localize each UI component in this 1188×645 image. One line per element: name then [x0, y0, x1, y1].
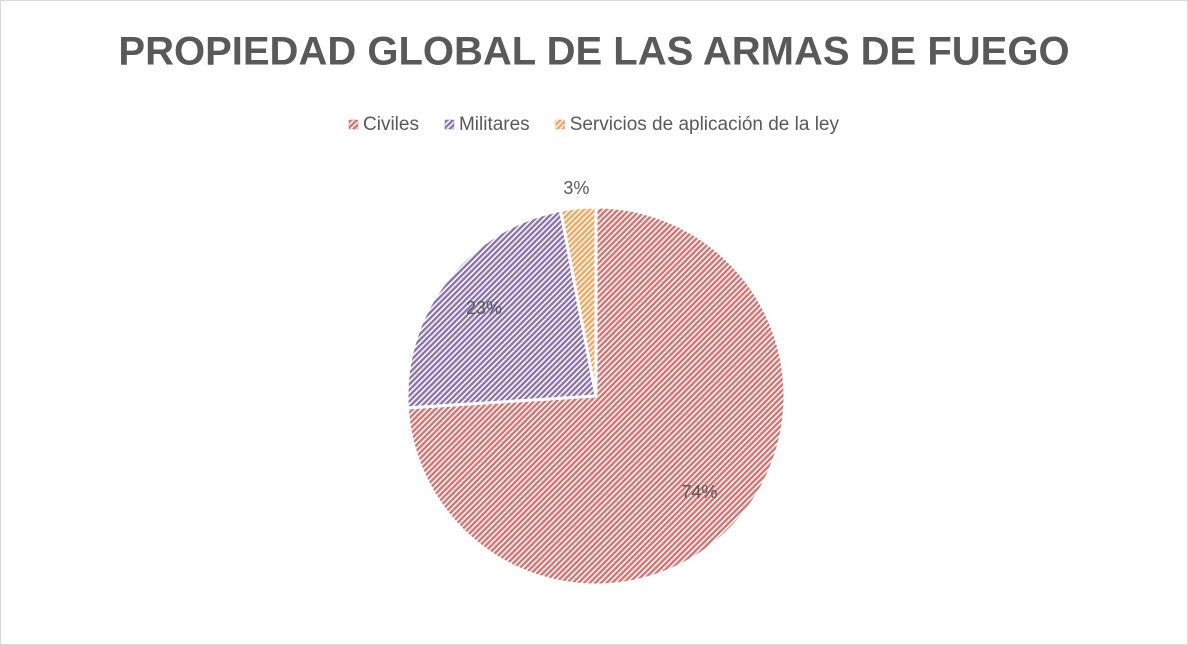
- chart-title: PROPIEDAD GLOBAL DE LAS ARMAS DE FUEGO: [118, 30, 1069, 74]
- legend-label: Civiles: [363, 114, 419, 135]
- data-label: 3%: [563, 178, 589, 198]
- data-label: 74%: [681, 482, 717, 502]
- legend-swatch: [348, 119, 359, 130]
- pie-slice: [558, 205, 598, 397]
- legend: Civiles Militares Servicios de aplicación …: [348, 114, 840, 135]
- legend-label: Militares: [459, 114, 530, 135]
- legend-swatch: [555, 119, 565, 130]
- pie-slice: [405, 208, 598, 410]
- data-label: 23%: [466, 298, 502, 318]
- legend-swatch: [444, 119, 455, 130]
- legend-label: Servicios de aplicación de la ley: [570, 114, 840, 135]
